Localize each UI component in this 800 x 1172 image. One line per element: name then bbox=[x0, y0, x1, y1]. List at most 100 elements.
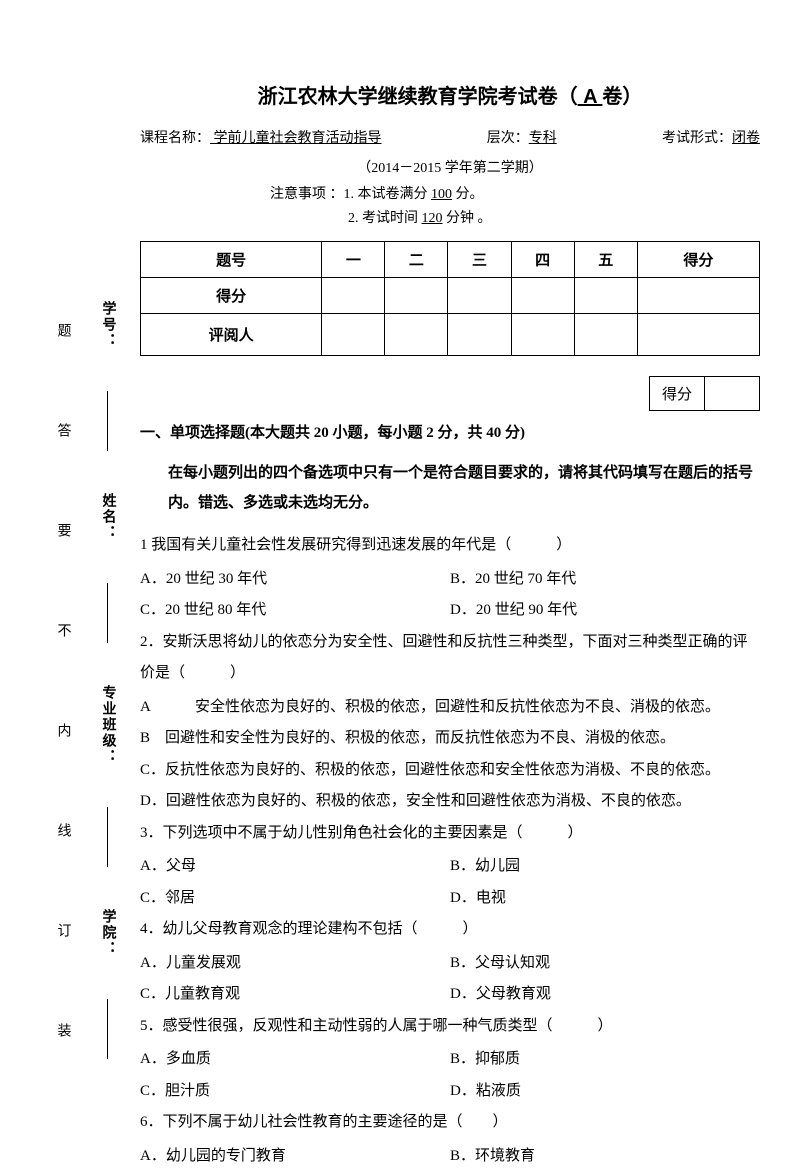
sidebar-line bbox=[107, 999, 108, 1059]
th-2: 二 bbox=[385, 242, 448, 278]
small-box-empty bbox=[705, 377, 760, 411]
th-4: 四 bbox=[511, 242, 574, 278]
option: B．幼儿园 bbox=[450, 851, 760, 883]
course-info-line: 课程名称： 学前儿童社会教育活动指导 层次：专科 考试形式：闭卷 bbox=[140, 127, 760, 147]
notice1-prefix: 注意事项 ：1. 本试卷满分 bbox=[270, 187, 431, 202]
th-3: 三 bbox=[448, 242, 511, 278]
option: B．父母认知观 bbox=[450, 948, 760, 980]
th-5: 五 bbox=[574, 242, 637, 278]
notice-line-2: 2. 考试时间 120 分钟 。 bbox=[140, 207, 760, 227]
cell bbox=[448, 278, 511, 314]
level-block: 层次：专科 bbox=[487, 127, 557, 147]
notice2-prefix: 2. 考试时间 bbox=[348, 211, 422, 226]
course-name: 学前儿童社会教育活动指导 bbox=[210, 131, 382, 146]
sidebar-char: 不 bbox=[53, 623, 73, 637]
sidebar-char: 题 bbox=[53, 323, 73, 337]
question-options: A．幼儿园的专门教育B．环境教育 bbox=[140, 1141, 760, 1172]
sidebar-char: 要 bbox=[53, 523, 73, 537]
sidebar-chars-col: 题 答 要 不 内 线 订 装 bbox=[40, 280, 85, 1080]
question-text: 5．感受性很强，反观性和主动性弱的人属于哪一种气质类型（ ） bbox=[140, 1011, 760, 1043]
question-options: A．父母B．幼儿园C．邻居D．电视 bbox=[140, 851, 760, 914]
main-content: 浙江农林大学继续教育学院考试卷（ A 卷） 课程名称： 学前儿童社会教育活动指导… bbox=[140, 80, 760, 1172]
cell bbox=[322, 278, 385, 314]
notice1-value: 100 bbox=[431, 187, 452, 202]
form-block: 考试形式：闭卷 bbox=[662, 127, 760, 147]
cell bbox=[511, 314, 574, 356]
section-score-box: 得分 bbox=[649, 376, 760, 411]
sidebar-label-college: 学院： bbox=[98, 909, 118, 957]
option: D．粘液质 bbox=[450, 1076, 760, 1108]
exam-title: 浙江农林大学继续教育学院考试卷（ A 卷） bbox=[140, 80, 760, 109]
question-options: A．20 世纪 30 年代B．20 世纪 70 年代C．20 世纪 80 年代D… bbox=[140, 564, 760, 627]
binding-sidebar: 题 答 要 不 内 线 订 装 学号： 姓名： 专业班级： 学院： bbox=[40, 280, 130, 1080]
title-prefix: 浙江农林大学继续教育学院考试卷（ bbox=[258, 86, 578, 108]
sidebar-line bbox=[107, 583, 108, 643]
questions-container: 1 我国有关儿童社会性发展研究得到迅速发展的年代是（ ）A．20 世纪 30 年… bbox=[140, 530, 760, 1172]
cell bbox=[448, 314, 511, 356]
section1-title: 一、单项选择题(本大题共 20 小题，每小题 2 分，共 40 分) bbox=[140, 421, 760, 442]
question-text: 2．安斯沃思将幼儿的依恋分为安全性、回避性和反抗性三种类型，下面对三种类型正确的… bbox=[140, 627, 760, 690]
option: B．抑郁质 bbox=[450, 1044, 760, 1076]
question-text: 6．下列不属于幼儿社会性教育的主要途径的是（ ） bbox=[140, 1107, 760, 1139]
paper-letter: A bbox=[578, 86, 603, 108]
notice-line-1: 注意事项 ：1. 本试卷满分 100 分。 bbox=[140, 183, 760, 203]
option: A．幼儿园的专门教育 bbox=[140, 1141, 450, 1172]
option: C．胆汁质 bbox=[140, 1076, 450, 1108]
option: D．20 世纪 90 年代 bbox=[450, 595, 760, 627]
notice1-suffix: 分。 bbox=[452, 187, 484, 202]
table-score-row: 得分 bbox=[141, 278, 760, 314]
option: C．儿童教育观 bbox=[140, 979, 450, 1011]
row-label: 得分 bbox=[141, 278, 322, 314]
cell bbox=[385, 314, 448, 356]
small-box-label: 得分 bbox=[650, 377, 705, 411]
option: A．儿童发展观 bbox=[140, 948, 450, 980]
option: B 回避性和安全性为良好的、积极的依恋，而反抗性依恋为不良、消极的依恋。 bbox=[140, 723, 760, 755]
cell bbox=[574, 314, 637, 356]
sidebar-char: 答 bbox=[53, 423, 73, 437]
notice2-suffix: 分钟 。 bbox=[443, 211, 492, 226]
sidebar-label-class: 专业班级： bbox=[98, 685, 118, 765]
score-table: 题号 一 二 三 四 五 得分 得分 评阅人 bbox=[140, 241, 760, 356]
option: A．父母 bbox=[140, 851, 450, 883]
sidebar-label-id: 学号： bbox=[98, 301, 118, 349]
question-options: A．多血质B．抑郁质C．胆汁质D．粘液质 bbox=[140, 1044, 760, 1107]
option: D．电视 bbox=[450, 883, 760, 915]
section1-instruction: 在每小题列出的四个备选项中只有一个是符合题目要求的，请将其代码填写在题后的括号内… bbox=[140, 458, 760, 518]
option: D．父母教育观 bbox=[450, 979, 760, 1011]
question-text: 1 我国有关儿童社会性发展研究得到迅速发展的年代是（ ） bbox=[140, 530, 760, 562]
sidebar-line bbox=[107, 807, 108, 867]
form-label: 考试形式： bbox=[662, 131, 732, 146]
question-text: 4．幼儿父母教育观念的理论建构不包括（ ） bbox=[140, 914, 760, 946]
table-header-row: 题号 一 二 三 四 五 得分 bbox=[141, 242, 760, 278]
question-options: A 安全性依恋为良好的、积极的依恋，回避性和反抗性依恋为不良、消极的依恋。B 回… bbox=[140, 692, 760, 818]
sidebar-char: 内 bbox=[53, 723, 73, 737]
option: C．20 世纪 80 年代 bbox=[140, 595, 450, 627]
table-reviewer-row: 评阅人 bbox=[141, 314, 760, 356]
sidebar-label-name: 姓名： bbox=[98, 493, 118, 541]
semester-line: （2014－2015 学年第二学期） bbox=[140, 157, 760, 177]
sidebar-char: 装 bbox=[53, 1023, 73, 1037]
course-block: 课程名称： 学前儿童社会教育活动指导 bbox=[140, 127, 382, 147]
option: D．回避性依恋为良好的、积极的依恋，安全性和回避性依恋为消极、不良的依恋。 bbox=[140, 786, 760, 818]
option: C．反抗性依恋为良好的、积极的依恋，回避性依恋和安全性依恋为消极、不良的依恋。 bbox=[140, 755, 760, 787]
option: B．环境教育 bbox=[450, 1141, 760, 1172]
option: B．20 世纪 70 年代 bbox=[450, 564, 760, 596]
sidebar-line bbox=[107, 391, 108, 451]
th-score: 得分 bbox=[637, 242, 759, 278]
sidebar-char: 线 bbox=[53, 823, 73, 837]
option: A．多血质 bbox=[140, 1044, 450, 1076]
course-label: 课程名称： bbox=[140, 131, 210, 146]
th-1: 一 bbox=[322, 242, 385, 278]
notice2-value: 120 bbox=[422, 211, 443, 226]
level-label: 层次： bbox=[487, 131, 529, 146]
option: A 安全性依恋为良好的、积极的依恋，回避性和反抗性依恋为不良、消极的依恋。 bbox=[140, 692, 760, 724]
row-label: 评阅人 bbox=[141, 314, 322, 356]
sidebar-labels-col: 学号： 姓名： 专业班级： 学院： bbox=[85, 280, 130, 1080]
question-text: 3．下列选项中不属于幼儿性别角色社会化的主要因素是（ ） bbox=[140, 818, 760, 850]
cell bbox=[511, 278, 574, 314]
cell bbox=[574, 278, 637, 314]
th-num: 题号 bbox=[141, 242, 322, 278]
level-value: 专科 bbox=[529, 131, 557, 146]
cell bbox=[322, 314, 385, 356]
sidebar-char: 订 bbox=[53, 923, 73, 937]
